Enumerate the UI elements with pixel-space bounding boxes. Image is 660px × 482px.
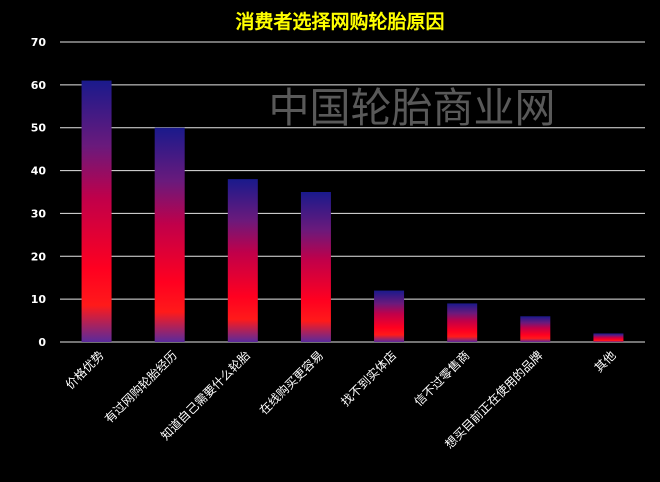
- bar: [81, 80, 112, 343]
- bar: [374, 290, 405, 342]
- y-tick-label: 20: [31, 250, 47, 263]
- y-tick-label: 60: [31, 79, 47, 92]
- bar: [520, 316, 551, 342]
- y-tick-label: 70: [31, 36, 47, 49]
- y-tick-label: 10: [31, 293, 47, 306]
- watermark-text: 中国轮胎商业网: [269, 84, 556, 132]
- x-tick-label: 信不过零售商: [411, 348, 473, 410]
- x-tick-label: 价格优势: [62, 348, 107, 393]
- x-tick-label: 在线购买更容易: [256, 348, 326, 418]
- bar: [447, 303, 478, 342]
- y-tick-label: 50: [31, 122, 47, 135]
- y-tick-label: 0: [38, 336, 46, 349]
- bar: [300, 192, 331, 342]
- bars: [81, 80, 624, 343]
- y-tick-label: 40: [31, 165, 47, 178]
- x-tick-label: 有过网购轮胎经历: [101, 348, 179, 426]
- bar: [154, 127, 185, 342]
- x-tick-label: 其他: [592, 348, 619, 375]
- x-tick-label: 找不到实体店: [338, 348, 400, 410]
- bar: [227, 179, 258, 342]
- chart-title: 消费者选择网购轮胎原因: [235, 10, 444, 33]
- y-tick-label: 30: [31, 207, 47, 220]
- y-axis-ticks: 0 10 20 30 40 50 60 70: [31, 36, 47, 349]
- bar: [593, 333, 624, 342]
